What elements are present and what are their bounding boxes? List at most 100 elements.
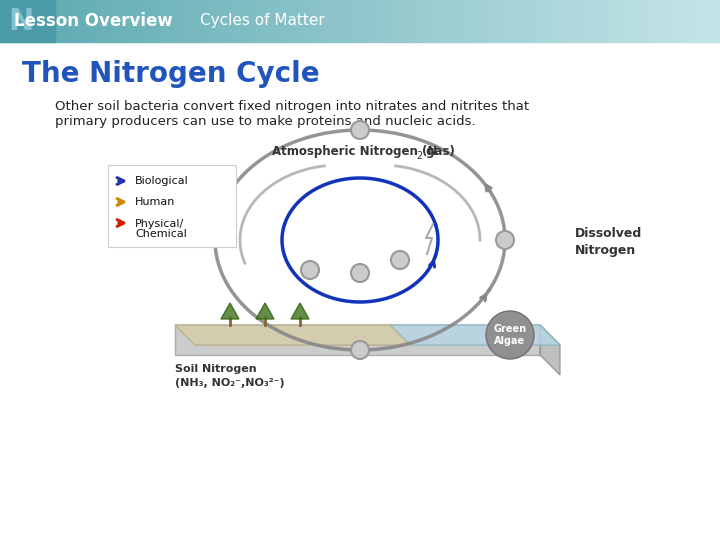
Bar: [96, 0, 102, 42]
Text: (NH₃, NO₂⁻,NO₃²⁻): (NH₃, NO₂⁻,NO₃²⁻): [175, 378, 284, 388]
Bar: [474, 0, 480, 42]
Circle shape: [351, 121, 369, 139]
Bar: [498, 0, 504, 42]
Text: Green
Algae: Green Algae: [493, 324, 526, 346]
Bar: [126, 0, 132, 42]
Bar: [426, 0, 432, 42]
Text: The Nitrogen Cycle: The Nitrogen Cycle: [22, 60, 320, 88]
Bar: [504, 0, 510, 42]
Bar: [204, 0, 210, 42]
Polygon shape: [175, 325, 540, 355]
Bar: [372, 0, 378, 42]
Bar: [60, 0, 66, 42]
Bar: [312, 0, 318, 42]
Bar: [486, 0, 492, 42]
Bar: [414, 0, 420, 42]
Bar: [12, 0, 18, 42]
Bar: [324, 0, 330, 42]
Text: Dissolved
Nitrogen: Dissolved Nitrogen: [575, 227, 642, 257]
Bar: [582, 0, 588, 42]
Bar: [36, 0, 42, 42]
Bar: [696, 0, 702, 42]
Bar: [468, 0, 474, 42]
Bar: [702, 0, 708, 42]
Bar: [180, 0, 186, 42]
Bar: [666, 0, 672, 42]
Bar: [18, 0, 24, 42]
Bar: [606, 0, 612, 42]
Circle shape: [301, 261, 319, 279]
Polygon shape: [175, 325, 560, 345]
Bar: [660, 0, 666, 42]
Bar: [480, 0, 486, 42]
Polygon shape: [175, 325, 410, 345]
Bar: [6, 0, 12, 42]
Bar: [72, 0, 78, 42]
Text: N: N: [8, 6, 33, 36]
Bar: [246, 0, 252, 42]
Bar: [684, 0, 690, 42]
Text: 2: 2: [416, 151, 422, 161]
Bar: [174, 0, 180, 42]
Text: gas): gas): [422, 145, 455, 159]
Bar: [420, 0, 426, 42]
Bar: [48, 0, 54, 42]
Bar: [570, 0, 576, 42]
Bar: [264, 0, 270, 42]
Bar: [492, 0, 498, 42]
Bar: [360, 0, 366, 42]
Bar: [336, 0, 342, 42]
Text: Soil Nitrogen: Soil Nitrogen: [175, 364, 256, 374]
Circle shape: [486, 311, 534, 359]
Bar: [54, 0, 60, 42]
Bar: [444, 0, 450, 42]
Text: Lesson Overview: Lesson Overview: [14, 12, 173, 30]
Bar: [366, 0, 372, 42]
Circle shape: [351, 341, 369, 359]
Bar: [378, 0, 384, 42]
Bar: [594, 0, 600, 42]
Bar: [276, 0, 282, 42]
Bar: [672, 0, 678, 42]
Bar: [288, 0, 294, 42]
Bar: [348, 0, 354, 42]
Bar: [150, 0, 156, 42]
Bar: [342, 0, 348, 42]
Bar: [558, 0, 564, 42]
Bar: [390, 0, 396, 42]
Bar: [282, 0, 288, 42]
Bar: [216, 0, 222, 42]
Bar: [396, 0, 402, 42]
Bar: [0, 0, 6, 42]
Bar: [648, 0, 654, 42]
Bar: [714, 0, 720, 42]
Bar: [138, 0, 144, 42]
Bar: [636, 0, 642, 42]
Bar: [690, 0, 696, 42]
Text: Physical/: Physical/: [135, 219, 184, 229]
Bar: [330, 0, 336, 42]
Bar: [552, 0, 558, 42]
Bar: [588, 0, 594, 42]
Bar: [162, 0, 168, 42]
Text: Human: Human: [135, 197, 176, 207]
Bar: [522, 0, 528, 42]
FancyBboxPatch shape: [108, 165, 236, 247]
Bar: [654, 0, 660, 42]
Bar: [168, 0, 174, 42]
Bar: [708, 0, 714, 42]
Bar: [408, 0, 414, 42]
Bar: [678, 0, 684, 42]
Bar: [90, 0, 96, 42]
Bar: [240, 0, 246, 42]
Bar: [600, 0, 606, 42]
Circle shape: [391, 251, 409, 269]
Bar: [618, 0, 624, 42]
Bar: [624, 0, 630, 42]
Bar: [156, 0, 162, 42]
Bar: [576, 0, 582, 42]
Bar: [384, 0, 390, 42]
Bar: [108, 0, 114, 42]
Bar: [354, 0, 360, 42]
Bar: [198, 0, 204, 42]
